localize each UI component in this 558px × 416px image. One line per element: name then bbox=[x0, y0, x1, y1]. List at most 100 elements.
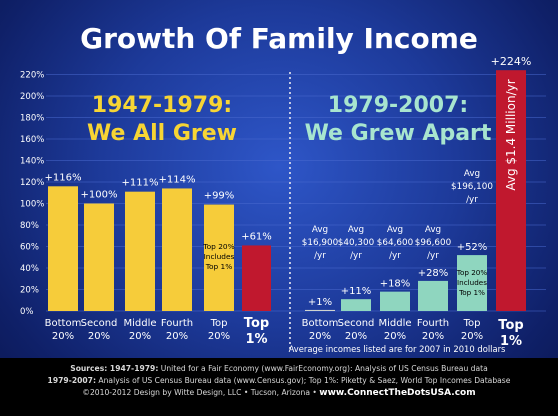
y-tick-label: 40% bbox=[20, 264, 39, 274]
y-tick-label: 120% bbox=[20, 178, 44, 188]
value-label-1947-1979: +100% bbox=[81, 190, 118, 201]
avg-income-label: /yr bbox=[466, 195, 478, 205]
y-tick-label: 180% bbox=[20, 114, 44, 124]
avg-income-top1-label: Avg $1.4 Million/yr bbox=[504, 79, 518, 190]
credit-website: www.ConnectTheDotsUSA.com bbox=[319, 388, 476, 398]
right-panel-footnote: Average incomes listed are for 2007 in 2… bbox=[289, 344, 506, 354]
sources-line-2-bold: 1979-2007: bbox=[47, 376, 97, 385]
category-label-1979-2007: 20% bbox=[345, 331, 367, 342]
left-panel-title-line1: 1947-1979: bbox=[92, 93, 232, 118]
category-label-1979-2007: 20% bbox=[422, 331, 444, 342]
avg-income-label: $196,100 bbox=[451, 182, 493, 192]
avg-income-label: Avg bbox=[387, 225, 403, 235]
bar-1947-1979 bbox=[48, 186, 78, 311]
category-label-1947-1979: 20% bbox=[208, 331, 230, 342]
value-label-1979-2007: +11% bbox=[341, 286, 372, 297]
bars bbox=[48, 70, 526, 311]
bar-1947-1979 bbox=[125, 191, 155, 311]
right-panel-title-line1: 1979-2007: bbox=[328, 93, 468, 118]
category-label-1979-2007: 20% bbox=[461, 331, 483, 342]
value-label-1947-1979: +116% bbox=[45, 172, 82, 183]
category-label-1947-1979: Middle bbox=[123, 318, 156, 329]
avg-income-label: $16,900 bbox=[302, 238, 339, 248]
y-axis-ticks: 0% 20% 40% 60% 80% 100% 120% 140% 160% 180% 200% 22… bbox=[20, 71, 44, 318]
bar-top1-1947-1979 bbox=[242, 245, 271, 311]
bar-1979-2007 bbox=[341, 299, 371, 311]
y-tick-label: 60% bbox=[20, 243, 39, 253]
category-label-1979-2007: Middle bbox=[378, 318, 411, 329]
bar-1979-2007 bbox=[305, 309, 335, 311]
value-label-1979-2007: +28% bbox=[418, 268, 449, 279]
chart-svg: Growth Of Family Income 0% 20% 40% 60% 80% 10… bbox=[20, 22, 546, 354]
sources-line-2-text: Analysis of US Census Bureau data (www.C… bbox=[96, 376, 511, 385]
top-20-note-1947-1979: Top 20% bbox=[202, 242, 234, 251]
sources-line-1-text: United for a Fair Economy (www.FairEcono… bbox=[158, 364, 488, 373]
avg-income-label: /yr bbox=[314, 251, 326, 261]
avg-income-label: Avg bbox=[312, 225, 328, 235]
category-label-1947-1979: 20% bbox=[166, 331, 188, 342]
value-label-1947-1979: +114% bbox=[159, 174, 196, 185]
category-label-1979-2007: Bottom bbox=[302, 318, 339, 329]
avg-income-label: /yr bbox=[427, 251, 439, 261]
bar-1947-1979 bbox=[162, 188, 192, 311]
avg-income-label: Avg bbox=[464, 169, 480, 179]
category-label-1979-2007: 20% bbox=[384, 331, 406, 342]
sources-footer: Sources: 1947-1979: United for a Fair Ec… bbox=[0, 358, 558, 416]
avg-income-label: $64,600 bbox=[377, 238, 414, 248]
right-panel-title-line2: We Grew Apart bbox=[305, 121, 492, 146]
category-label-1979-2007: 20% bbox=[309, 331, 331, 342]
bar-top1-1979-2007 bbox=[496, 70, 526, 311]
category-label-1947-1979: Fourth bbox=[161, 318, 193, 329]
top-20-note-1947-1979: Top 1% bbox=[205, 262, 233, 271]
category-label-1947-1979: 20% bbox=[88, 331, 110, 342]
y-tick-label: 20% bbox=[20, 286, 39, 296]
category-label-top1-1947-1979: Top bbox=[244, 316, 269, 331]
value-label-top1-1979-2007: +224% bbox=[491, 55, 532, 68]
bar-1947-1979 bbox=[204, 204, 234, 311]
top-20-note-1979-2007: Top 20% bbox=[456, 268, 488, 277]
sources-line-2: 1979-2007: Analysis of US Census Bureau … bbox=[0, 376, 558, 386]
left-panel-title-line2: We All Grew bbox=[87, 121, 237, 146]
top-20-note-1947-1979: Includes bbox=[204, 252, 235, 261]
avg-income-label: /yr bbox=[389, 251, 401, 261]
y-tick-label: 220% bbox=[20, 71, 44, 81]
bar-1979-2007 bbox=[380, 291, 410, 311]
y-tick-label: 140% bbox=[20, 157, 44, 167]
category-label-1979-2007: Second bbox=[338, 318, 375, 329]
credit-text: ©2010-2012 Design by Witte Design, LLC •… bbox=[82, 388, 320, 397]
bar-1979-2007 bbox=[457, 255, 487, 311]
value-label-top1-1947-1979: +61% bbox=[241, 231, 272, 242]
y-tick-label: 100% bbox=[20, 200, 44, 210]
category-label-top1-1979-2007: 1% bbox=[500, 334, 522, 349]
value-label-1947-1979: +111% bbox=[122, 178, 159, 189]
top-20-note-1979-2007: Includes bbox=[457, 278, 487, 287]
sources-line-1: Sources: 1947-1979: United for a Fair Ec… bbox=[0, 364, 558, 374]
avg-income-label: Avg bbox=[348, 225, 364, 235]
category-label-top1-1947-1979: 1% bbox=[245, 332, 267, 347]
value-label-1979-2007: +52% bbox=[457, 242, 488, 253]
avg-income-label: $96,600 bbox=[415, 238, 452, 248]
category-label-top1-1979-2007: Top bbox=[498, 318, 523, 333]
credit-line: ©2010-2012 Design by Witte Design, LLC •… bbox=[0, 388, 558, 398]
avg-income-label: Avg bbox=[425, 225, 441, 235]
avg-income-label: $40,300 bbox=[338, 238, 375, 248]
category-label-1979-2007: Fourth bbox=[417, 318, 449, 329]
bar-1979-2007 bbox=[418, 280, 448, 311]
chart-title: Growth Of Family Income bbox=[80, 22, 478, 55]
category-label-1947-1979: Bottom bbox=[45, 318, 82, 329]
category-label-1947-1979: Top bbox=[210, 318, 228, 329]
value-label-1979-2007: +18% bbox=[380, 279, 411, 290]
bar-1947-1979 bbox=[84, 203, 114, 311]
y-tick-label: 160% bbox=[20, 135, 44, 145]
y-tick-label: 0% bbox=[20, 307, 34, 317]
category-label-1947-1979: Second bbox=[81, 318, 118, 329]
value-label-1979-2007: +1% bbox=[308, 297, 332, 308]
sources-line-1-bold: Sources: 1947-1979: bbox=[70, 364, 159, 373]
category-label-1947-1979: 20% bbox=[129, 331, 151, 342]
category-label-1947-1979: 20% bbox=[52, 331, 74, 342]
value-label-1947-1979: +99% bbox=[204, 191, 235, 202]
top-20-note-1979-2007: Top 1% bbox=[458, 288, 485, 297]
bar-labels: +116% Bottom 20% +100% Second 20% +111% Middle 2… bbox=[45, 55, 532, 349]
y-tick-label: 200% bbox=[20, 92, 44, 102]
